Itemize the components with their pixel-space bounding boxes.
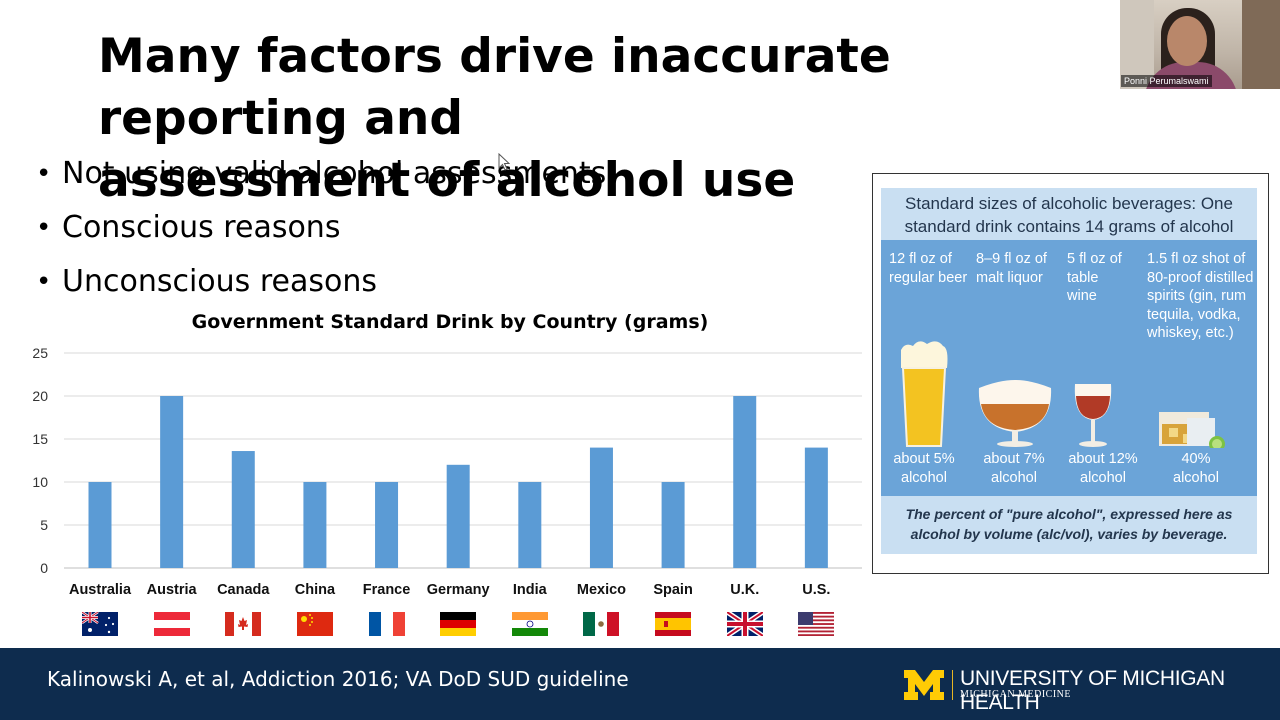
standard-drink-infographic: Standard sizes of alcoholic beverages: O… [872, 173, 1269, 574]
x-tick-label: U.K. [730, 582, 759, 598]
bar-chart: Government Standard Drink by Country (gr… [32, 311, 862, 598]
chart-y-axis: 0 5 10 15 20 25 [32, 345, 48, 576]
mexico-flag-icon [583, 612, 620, 636]
drink-glasses [901, 341, 1225, 448]
block-m-logo-icon [904, 670, 944, 700]
x-tick-label: Australia [69, 582, 132, 598]
x-tick-label: China [295, 582, 336, 598]
wine-abv-label: about 12% alcohol [1068, 451, 1138, 486]
bullet-item: • Not using valid alcohol assessments [36, 152, 606, 206]
india-flag-icon [511, 612, 548, 636]
spain-flag-icon [655, 612, 692, 636]
australia-flag-icon [82, 612, 118, 636]
x-tick-label: India [513, 582, 548, 598]
brand-name: UNIVERSITY OF MICHIGAN HEALTH [960, 667, 1225, 714]
x-tick-label: Spain [653, 582, 692, 598]
mouse-cursor-icon [498, 153, 510, 171]
y-tick-label: 20 [32, 388, 48, 404]
video-background [1120, 0, 1154, 89]
bar-canada [231, 451, 255, 568]
bar-germany [446, 464, 470, 568]
bullet-text: Unconscious reasons [62, 264, 377, 299]
bullet-text: Not using valid alcohol assessments [62, 156, 607, 191]
canada-flag-icon [225, 612, 262, 636]
spirits-size-label: 1.5 fl oz shot of 80-proof distilled spi… [1147, 251, 1254, 341]
malt-size-label: 8–9 fl oz of malt liquor [976, 251, 1047, 286]
infographic-header: Standard sizes of alcoholic beverages: O… [881, 188, 1257, 240]
video-background [1242, 0, 1280, 89]
y-tick-label: 15 [32, 431, 48, 447]
bullet-item: • Unconscious reasons [36, 260, 606, 314]
infographic-footer: The percent of "pure alcohol", expressed… [881, 496, 1257, 554]
bar-austria [160, 396, 184, 568]
spirits-glass-icon [1159, 412, 1225, 448]
bullet-dot: • [36, 159, 52, 189]
bullet-item: • Conscious reasons [36, 206, 606, 260]
chart-x-axis: Australia Austria Canada China France Germany… [69, 582, 830, 598]
x-tick-label: Austria [147, 582, 198, 598]
chart-title: Government Standard Drink by Country (gr… [192, 311, 709, 333]
wine-size-label: 5 fl oz of table wine [1067, 251, 1122, 304]
chart-bars [88, 396, 828, 568]
slide-footer: Kalinowski A, et al, Addiction 2016; VA … [0, 648, 1280, 720]
x-tick-label: Canada [217, 582, 270, 598]
x-tick-label: U.S. [802, 582, 830, 598]
y-tick-label: 25 [32, 345, 48, 361]
bar-uk [733, 396, 757, 568]
participant-video-tile[interactable]: Ponni Perumalswami [1120, 0, 1280, 89]
bullet-list: • Not using valid alcohol assessments • Co… [36, 152, 606, 314]
x-tick-label: Germany [427, 582, 490, 598]
slide-title: Many factors drive inaccurate reporting … [98, 29, 891, 208]
participant-video [1167, 16, 1207, 66]
bar-mexico [589, 447, 613, 568]
bullet-text: Conscious reasons [62, 210, 341, 245]
bar-us [804, 447, 828, 568]
beer-size-label: 12 fl oz of regular beer [889, 251, 968, 286]
y-tick-label: 5 [40, 517, 48, 533]
bullet-dot: • [36, 267, 52, 297]
brand-divider [952, 670, 953, 700]
bullet-dot: • [36, 213, 52, 243]
participant-name: Ponni Perumalswami [1121, 75, 1212, 87]
y-tick-label: 0 [40, 560, 48, 576]
bar-india [518, 482, 542, 568]
wine-glass-icon [1074, 384, 1112, 447]
infographic-panel: Standard sizes of alcoholic beverages: O… [881, 188, 1257, 554]
bar-australia [88, 482, 112, 568]
snifter-glass-icon [978, 380, 1052, 447]
germany-flag-icon [440, 612, 477, 636]
x-tick-label: Mexico [577, 582, 626, 598]
beer-glass-icon [901, 341, 948, 447]
austria-flag-icon [153, 612, 190, 636]
bar-china [303, 482, 327, 568]
spirits-abv-label: 40% alcohol [1173, 451, 1219, 486]
y-tick-label: 10 [32, 474, 48, 490]
footer-citation: Kalinowski A, et al, Addiction 2016; VA … [47, 667, 629, 691]
us-flag-icon [798, 612, 835, 636]
x-tick-label: France [363, 582, 411, 598]
beer-abv-label: about 5% alcohol [893, 451, 955, 486]
bar-spain [661, 482, 685, 568]
brand-subtitle: MICHIGAN MEDICINE [960, 689, 1071, 700]
china-flag-icon [296, 612, 333, 636]
malt-abv-label: about 7% alcohol [983, 451, 1045, 486]
uk-flag-icon [726, 612, 763, 636]
france-flag-icon [368, 612, 405, 636]
bar-france [375, 482, 399, 568]
